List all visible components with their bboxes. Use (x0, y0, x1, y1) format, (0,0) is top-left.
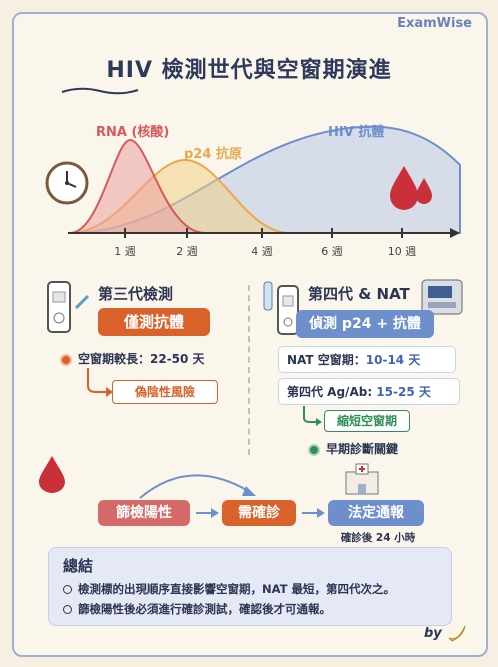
rna-label: RNA (核酸) (96, 125, 170, 140)
fourth-gen-title: 第四代 & NAT (308, 285, 410, 303)
tick-label: 10 週 (387, 245, 417, 258)
agab-label: 第四代 Ag/Ab: (287, 385, 377, 399)
window-text: 空窗期較長：22-50 天 (78, 352, 205, 366)
hospital-icon (345, 463, 379, 495)
screen-positive-box: 篩檢陽性 (98, 500, 190, 526)
test-tube-icon (263, 281, 299, 335)
arrow-icon (196, 508, 219, 518)
tick-label: 6 週 (321, 245, 343, 258)
arrow-icon (302, 508, 325, 518)
agab-value: 15-25 天 (376, 385, 431, 399)
summary-text: 篩檢陽性後必須進行確診測試，確認後才可通報。 (78, 602, 331, 616)
summary-box: 總結 檢測標的出現順序直接影響空窗期，NAT 最短，第四代次之。 篩檢陽性後必須… (48, 547, 452, 626)
brand-logo: ExamWise (397, 16, 472, 31)
p24-label: p24 抗原 (184, 147, 242, 162)
rna-curve (69, 138, 206, 234)
bullet-icon (63, 585, 72, 594)
third-gen-window: 空窗期較長：22-50 天 (60, 350, 205, 367)
signature: by (424, 626, 442, 641)
summary-title: 總結 (63, 557, 94, 575)
banana-icon (448, 625, 466, 642)
antibody-label: HIV 抗體 (328, 125, 385, 140)
title-underline (61, 87, 139, 95)
tick-label: 1 週 (114, 245, 136, 258)
summary-line: 檢測標的出現順序直接影響空窗期，NAT 最短，第四代次之。 (63, 581, 447, 597)
tick-label: 4 週 (251, 245, 273, 258)
section-divider (248, 285, 250, 455)
tick-label: 2 週 (176, 245, 198, 258)
shorten-window-box: 縮短空窗期 (324, 410, 410, 432)
arrow-icon (87, 368, 113, 397)
summary-text: 檢測標的出現順序直接影響空窗期，NAT 最短，第四代次之。 (78, 582, 395, 596)
nat-label: NAT 空窗期： (287, 353, 366, 367)
early-diagnosis-note: 早期診斷關鍵 (308, 440, 398, 457)
early-diagnosis-text: 早期診斷關鍵 (326, 442, 399, 456)
third-gen-title: 第三代檢測 (98, 285, 174, 303)
clock-icon (45, 161, 89, 205)
report-box: 法定通報 (328, 500, 424, 526)
lab-analyzer-icon (421, 279, 463, 315)
test-kit-icon (47, 281, 90, 333)
marker-curves (68, 125, 461, 238)
curved-arrow-icon (139, 474, 256, 499)
blood-drop-icon (39, 456, 65, 493)
page-title: HIV 檢測世代與空窗期演進 (106, 58, 392, 83)
report-note: 確診後 24 小時 (340, 532, 416, 544)
false-negative-risk: 偽陰性風險 (112, 380, 218, 404)
summary-line: 篩檢陽性後必須進行確診測試，確認後才可通報。 (63, 601, 447, 617)
blood-drop-icon (390, 166, 432, 210)
arrow-icon (303, 406, 322, 426)
antibody-only-pill: 僅測抗體 (98, 308, 210, 336)
p24-antibody-pill: 偵測 p24 + 抗體 (296, 310, 434, 338)
nat-window-box: NAT 空窗期：10-14 天 (278, 346, 456, 373)
bullet-icon (60, 353, 72, 366)
confirm-box: 需確診 (222, 500, 296, 526)
bullet-icon (63, 605, 72, 614)
nat-value: 10-14 天 (365, 353, 421, 367)
bullet-icon (308, 443, 320, 456)
agab-window-box: 第四代 Ag/Ab: 15-25 天 (278, 378, 460, 405)
